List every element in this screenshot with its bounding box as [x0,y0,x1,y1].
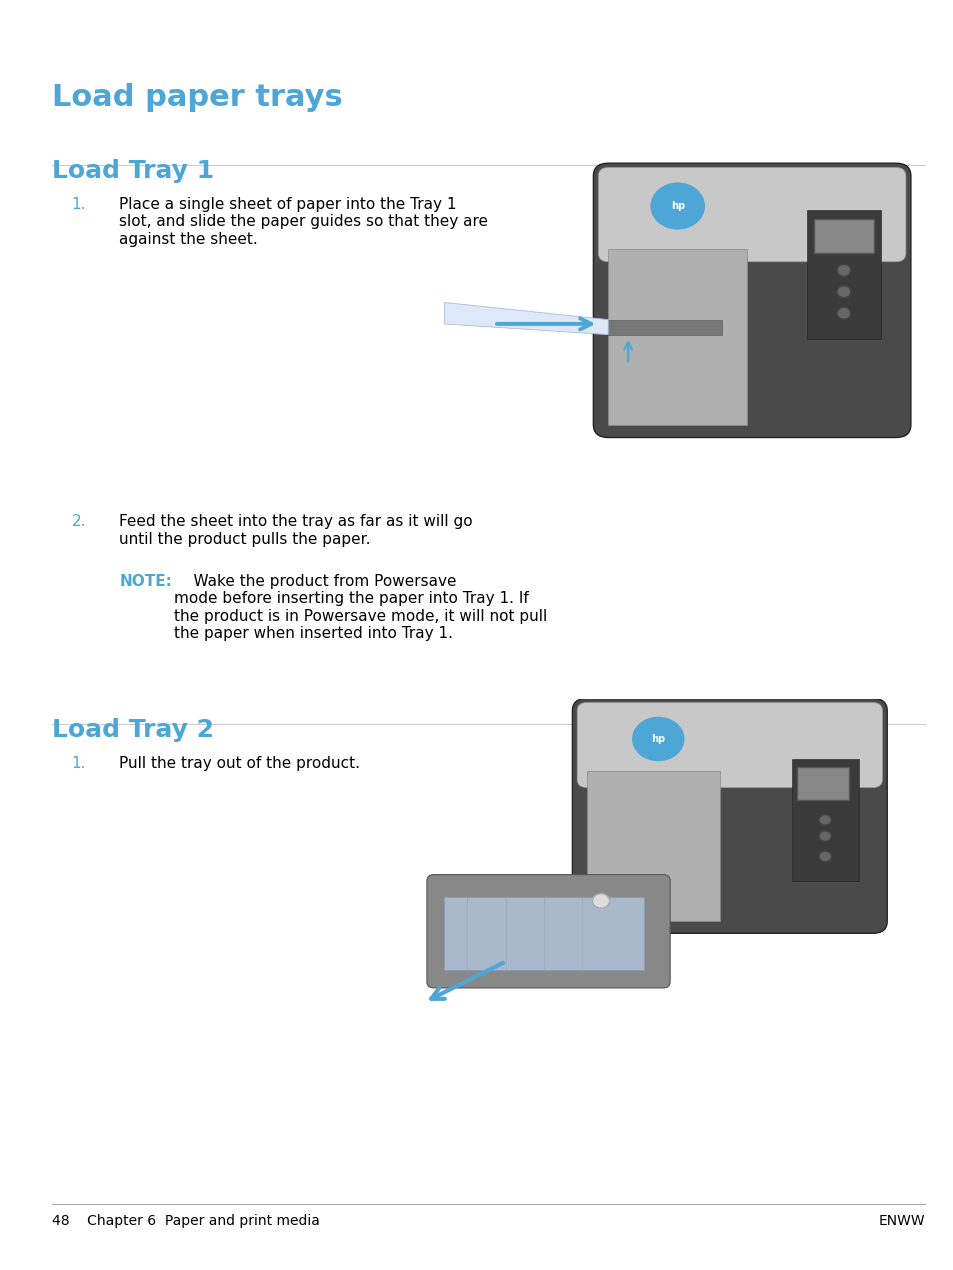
Circle shape [836,286,850,297]
Bar [608,249,746,424]
Text: ENWW: ENWW [878,1214,924,1228]
Circle shape [631,716,683,761]
Bar [813,218,873,253]
Bar [608,320,721,334]
Circle shape [836,264,850,277]
Circle shape [818,814,830,826]
Bar [806,211,881,339]
FancyBboxPatch shape [598,168,905,262]
Text: hp: hp [651,734,664,744]
Circle shape [650,183,704,230]
Text: Load Tray 2: Load Tray 2 [52,718,214,742]
Text: 2.: 2. [71,514,86,530]
Text: Load paper trays: Load paper trays [52,83,343,112]
Polygon shape [444,302,608,334]
Text: Feed the sheet into the tray as far as it will go
until the product pulls the pa: Feed the sheet into the tray as far as i… [119,514,473,547]
Text: Load Tray 1: Load Tray 1 [52,159,214,183]
Text: Wake the product from Powersave
mode before inserting the paper into Tray 1. If
: Wake the product from Powersave mode bef… [173,574,546,641]
Circle shape [818,831,830,842]
Text: 1.: 1. [71,197,86,212]
Bar [796,767,848,800]
Bar [791,759,858,880]
Bar [443,897,643,970]
Circle shape [818,851,830,861]
Text: Place a single sheet of paper into the Tray 1
slot, and slide the paper guides s: Place a single sheet of paper into the T… [119,197,488,246]
FancyBboxPatch shape [572,698,886,933]
FancyBboxPatch shape [593,163,910,437]
Text: 48    Chapter 6  Paper and print media: 48 Chapter 6 Paper and print media [52,1214,320,1228]
Circle shape [592,894,609,908]
Text: hp: hp [670,201,684,211]
FancyBboxPatch shape [426,875,669,988]
Bar [586,771,720,921]
FancyBboxPatch shape [577,702,882,787]
Text: NOTE:: NOTE: [119,574,172,589]
Text: 1.: 1. [71,756,86,771]
Text: Pull the tray out of the product.: Pull the tray out of the product. [119,756,360,771]
Circle shape [836,307,850,319]
